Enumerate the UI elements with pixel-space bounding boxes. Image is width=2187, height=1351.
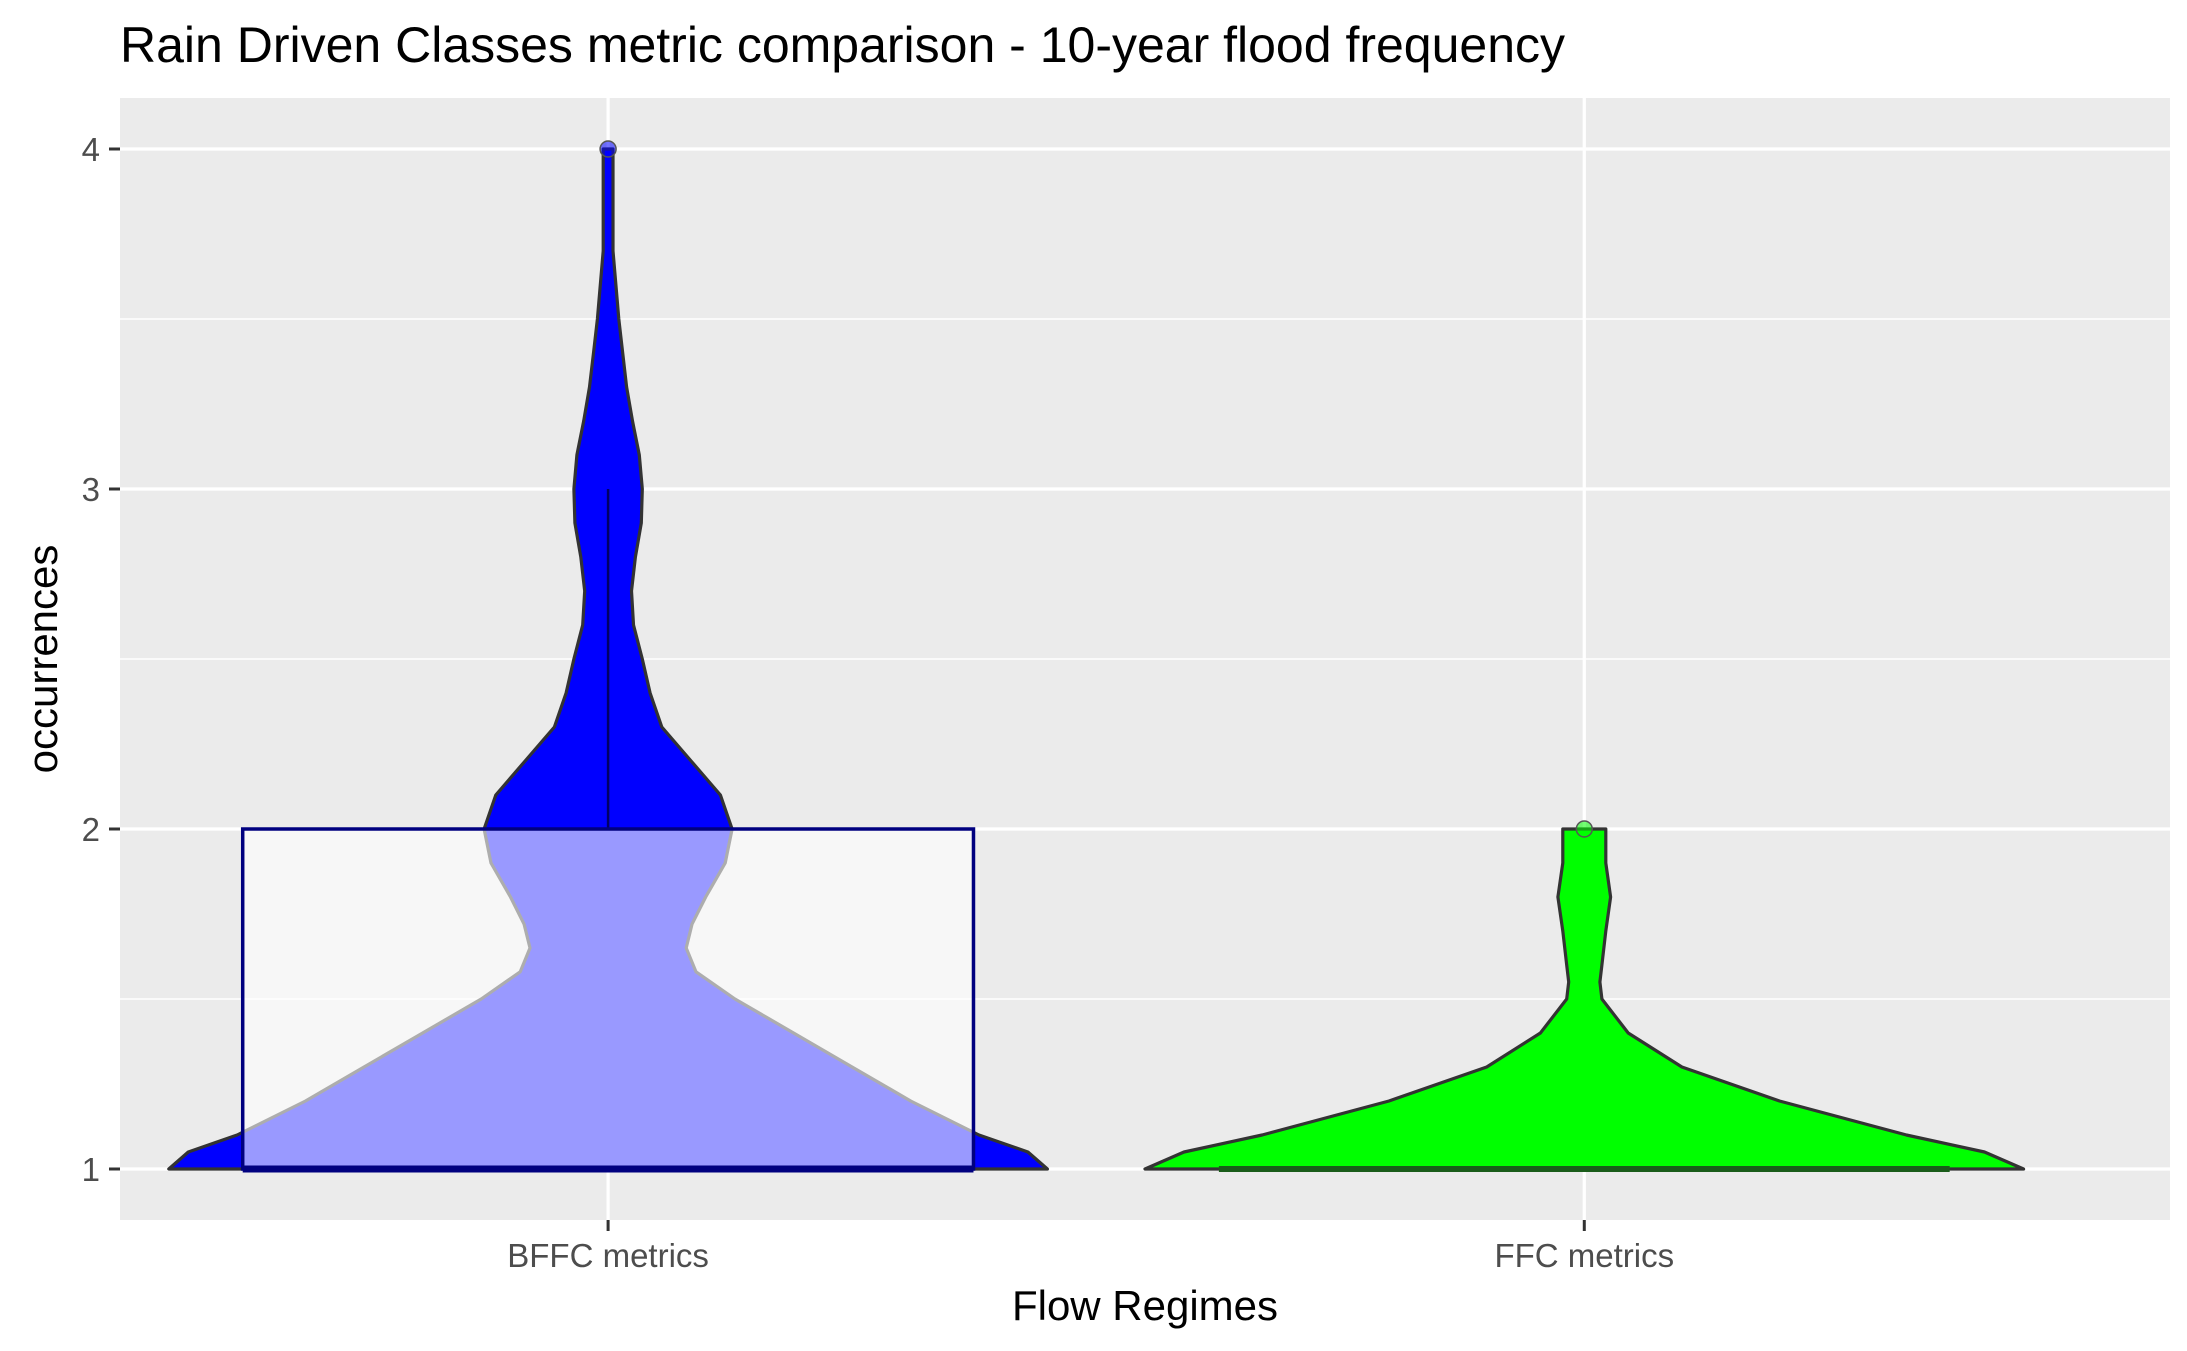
- x-tick-label: BFFC metrics: [507, 1237, 709, 1274]
- x-tick-label: FFC metrics: [1494, 1237, 1674, 1274]
- outlier-point-ffc-metrics: [1575, 820, 1594, 838]
- violin-ffc-metrics: [1143, 827, 2026, 1171]
- boxplots: [240, 140, 1950, 1173]
- y-tick-label: 3: [82, 471, 100, 508]
- y-tick-label: 2: [82, 811, 100, 848]
- chart-title: Rain Driven Classes metric comparison - …: [120, 17, 1565, 73]
- x-axis-title: Flow Regimes: [1012, 1282, 1278, 1329]
- outlier-point-bffc-metrics: [599, 140, 617, 158]
- y-axis-title: occurrences: [19, 545, 66, 774]
- y-tick-label: 1: [82, 1151, 100, 1188]
- axes: 1 2 3 4 BFFC metrics FFC metrics: [82, 131, 1674, 1274]
- box-bffc-metrics: [240, 827, 976, 1171]
- y-tick-label: 4: [82, 131, 100, 168]
